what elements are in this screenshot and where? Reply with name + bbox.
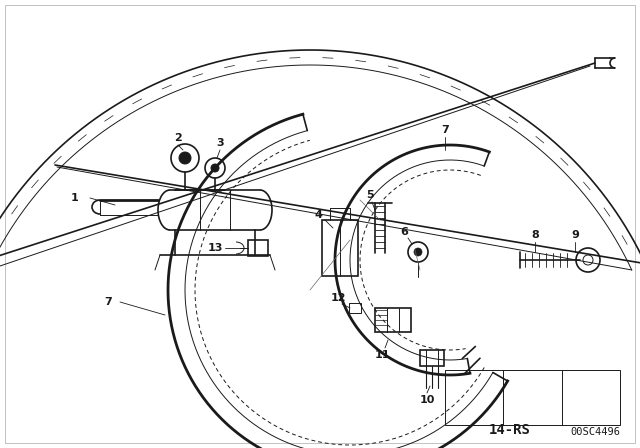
- Circle shape: [179, 152, 191, 164]
- Circle shape: [583, 255, 593, 265]
- Text: 7: 7: [104, 297, 112, 307]
- Text: 1: 1: [71, 193, 79, 203]
- Bar: [445, 370, 620, 425]
- Text: 5: 5: [366, 190, 374, 200]
- Circle shape: [414, 248, 422, 256]
- Bar: [349, 303, 361, 313]
- Text: 6: 6: [400, 227, 408, 237]
- Text: 9: 9: [571, 230, 579, 240]
- Bar: [420, 350, 444, 366]
- Bar: [375, 308, 411, 332]
- Text: 13: 13: [207, 243, 223, 253]
- Text: 3: 3: [216, 138, 224, 148]
- Text: 8: 8: [531, 230, 539, 240]
- Text: 00SC4496: 00SC4496: [570, 427, 620, 437]
- Text: 10: 10: [419, 395, 435, 405]
- Text: 4: 4: [314, 210, 322, 220]
- Bar: [248, 240, 268, 256]
- Text: 12: 12: [330, 293, 346, 303]
- Circle shape: [211, 164, 219, 172]
- Bar: [322, 220, 358, 276]
- Text: 7: 7: [441, 125, 449, 135]
- Text: 11: 11: [374, 350, 390, 360]
- Text: 2: 2: [174, 133, 182, 143]
- Text: 14-RS: 14-RS: [489, 423, 531, 437]
